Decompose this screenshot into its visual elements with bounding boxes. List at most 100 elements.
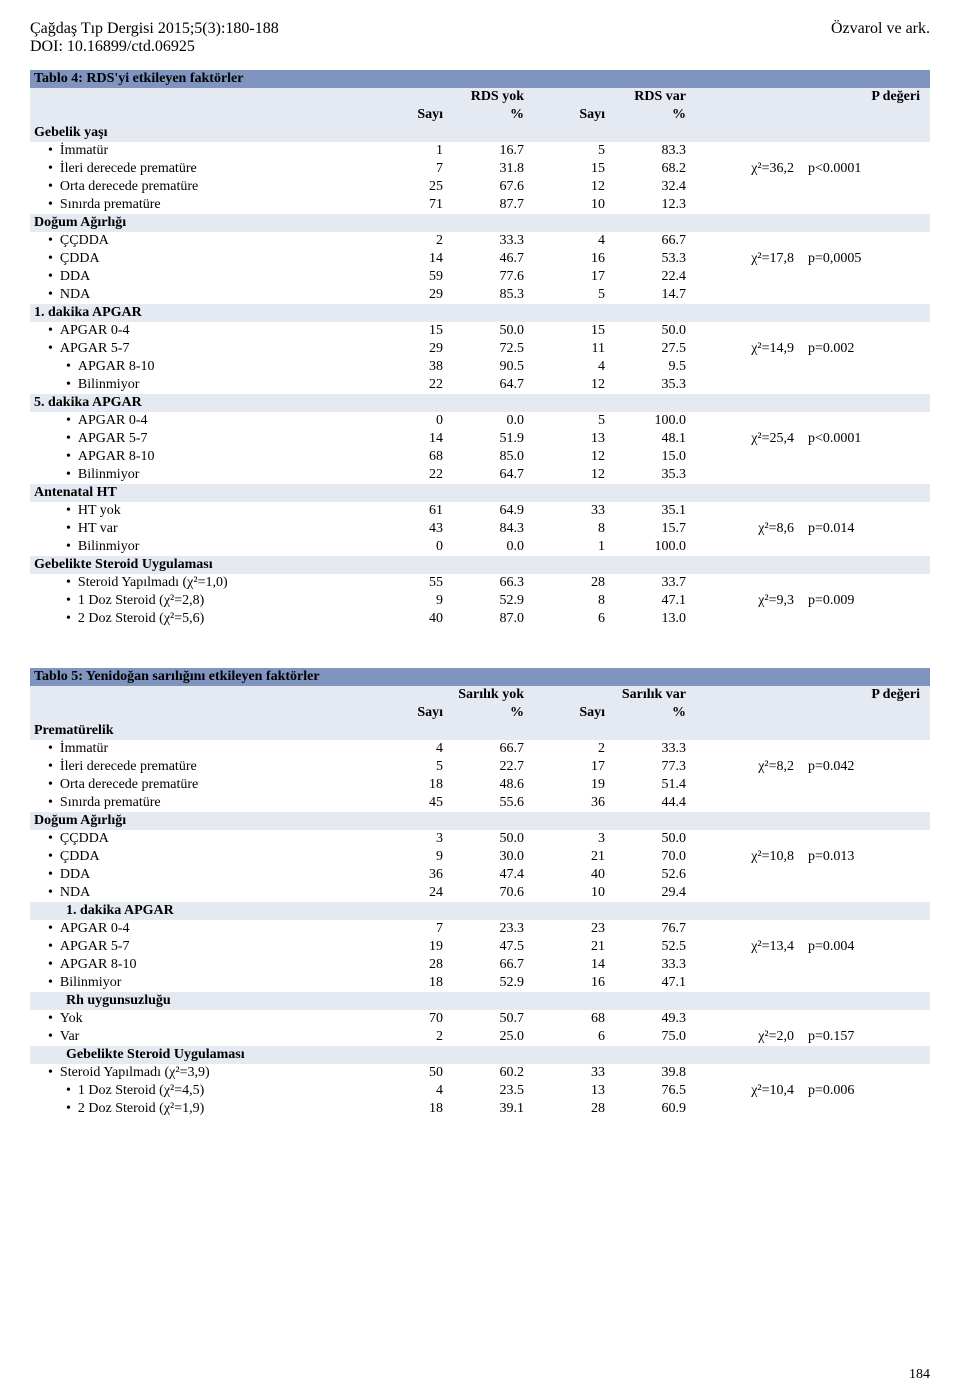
p-cell: p<0.0001 xyxy=(804,160,930,178)
section-row: Gebelikte Steroid Uygulaması xyxy=(30,1046,930,1064)
column-group-header: RDS var xyxy=(534,88,696,106)
data-cell: 27.5 xyxy=(615,340,696,358)
p-cell xyxy=(804,866,930,884)
data-cell: 90.5 xyxy=(453,358,534,376)
data-cell: 47.4 xyxy=(453,866,534,884)
data-cell: 28 xyxy=(534,1100,615,1118)
table-row: • APGAR 0-400.05100.0 xyxy=(30,412,930,430)
column-sub-header: % xyxy=(453,704,534,722)
chi-cell xyxy=(696,466,804,484)
table-row: • APGAR 5-71451.91348.1χ²=25,4p<0.0001 xyxy=(30,430,930,448)
chi-cell xyxy=(696,502,804,520)
row-label: • APGAR 5-7 xyxy=(30,340,372,358)
p-cell xyxy=(804,286,930,304)
row-label: • DDA xyxy=(30,268,372,286)
section-label: Doğum Ağırlığı xyxy=(30,214,930,232)
data-cell: 36 xyxy=(372,866,453,884)
data-cell: 50.7 xyxy=(453,1010,534,1028)
row-label: • Steroid Yapılmadı (χ²=3,9) xyxy=(30,1064,372,1082)
data-cell: 70.0 xyxy=(615,848,696,866)
table-title: Tablo 5: Yenidoğan sarılığını etkileyen … xyxy=(30,668,930,686)
data-cell: 35.3 xyxy=(615,376,696,394)
data-cell: 14 xyxy=(372,250,453,268)
row-label: • Bilinmiyor xyxy=(30,538,372,556)
table-row: • ÇDDA930.02170.0χ²=10,8p=0.013 xyxy=(30,848,930,866)
section-label: Antenatal HT xyxy=(30,484,930,502)
section-label: Gebelikte Steroid Uygulaması xyxy=(30,1046,930,1064)
data-cell: 12.3 xyxy=(615,196,696,214)
data-cell: 100.0 xyxy=(615,538,696,556)
table-row: • 1 Doz Steroid (χ²=2,8)952.9847.1χ²=9,3… xyxy=(30,592,930,610)
column-sub-header: Sayı xyxy=(372,704,453,722)
data-cell: 4 xyxy=(534,232,615,250)
chi-cell xyxy=(696,286,804,304)
data-cell: 22.7 xyxy=(453,758,534,776)
data-cell: 83.3 xyxy=(615,142,696,160)
data-cell: 49.3 xyxy=(615,1010,696,1028)
data-cell: 85.3 xyxy=(453,286,534,304)
column-sub-header: Sayı xyxy=(372,106,453,124)
data-cell: 23.3 xyxy=(453,920,534,938)
data-cell: 12 xyxy=(534,376,615,394)
data-cell: 16 xyxy=(534,974,615,992)
data-cell: 9.5 xyxy=(615,358,696,376)
table-row: • ÇÇDDA350.0350.0 xyxy=(30,830,930,848)
column-sub-header: Sayı xyxy=(534,106,615,124)
p-cell xyxy=(804,268,930,286)
chi-cell xyxy=(696,376,804,394)
row-label: • ÇÇDDA xyxy=(30,232,372,250)
p-cell: p<0.0001 xyxy=(804,430,930,448)
row-label: • 1 Doz Steroid (χ²=2,8) xyxy=(30,592,372,610)
row-label: • APGAR 8-10 xyxy=(30,448,372,466)
p-cell xyxy=(804,142,930,160)
column-group-header: P değeri xyxy=(696,686,930,704)
row-label: • Bilinmiyor xyxy=(30,376,372,394)
row-label: • İleri derecede prematüre xyxy=(30,160,372,178)
data-cell: 68 xyxy=(372,448,453,466)
column-sub-header: % xyxy=(615,704,696,722)
data-cell: 55 xyxy=(372,574,453,592)
chi-cell xyxy=(696,448,804,466)
table-row: • ÇDDA1446.71653.3χ²=17,8p=0,0005 xyxy=(30,250,930,268)
row-label: • ÇÇDDA xyxy=(30,830,372,848)
data-cell: 76.5 xyxy=(615,1082,696,1100)
data-cell: 40 xyxy=(534,866,615,884)
chi-cell: χ²=25,4 xyxy=(696,430,804,448)
table-row: • ÇÇDDA233.3466.7 xyxy=(30,232,930,250)
tables-container: Tablo 4: RDS'yi etkileyen faktörlerRDS y… xyxy=(30,70,930,1118)
chi-cell: χ²=17,8 xyxy=(696,250,804,268)
table-row: • Yok7050.76849.3 xyxy=(30,1010,930,1028)
data-cell: 13.0 xyxy=(615,610,696,628)
table-row: • 2 Doz Steroid (χ²=1,9)1839.12860.9 xyxy=(30,1100,930,1118)
p-cell: p=0.013 xyxy=(804,848,930,866)
row-label: • DDA xyxy=(30,866,372,884)
table-row: • Sınırda prematüre7187.71012.3 xyxy=(30,196,930,214)
data-cell: 64.7 xyxy=(453,376,534,394)
row-label: • APGAR 5-7 xyxy=(30,938,372,956)
column-sub-header: % xyxy=(615,106,696,124)
table-row: • Orta derecede prematüre2567.61232.4 xyxy=(30,178,930,196)
data-cell: 60.9 xyxy=(615,1100,696,1118)
p-cell xyxy=(804,884,930,902)
p-cell xyxy=(804,196,930,214)
data-cell: 66.7 xyxy=(453,740,534,758)
data-table: Tablo 4: RDS'yi etkileyen faktörlerRDS y… xyxy=(30,70,930,628)
table-row: • Bilinmiyor2264.71235.3 xyxy=(30,466,930,484)
data-cell: 39.8 xyxy=(615,1064,696,1082)
chi-cell xyxy=(696,358,804,376)
data-cell: 3 xyxy=(372,830,453,848)
data-cell: 10 xyxy=(534,196,615,214)
data-cell: 76.7 xyxy=(615,920,696,938)
data-cell: 22 xyxy=(372,466,453,484)
row-label: • APGAR 8-10 xyxy=(30,358,372,376)
data-cell: 5 xyxy=(534,142,615,160)
table-row: • Steroid Yapılmadı (χ²=1,0)5566.32833.7 xyxy=(30,574,930,592)
p-cell: p=0.042 xyxy=(804,758,930,776)
chi-cell xyxy=(696,866,804,884)
data-cell: 11 xyxy=(534,340,615,358)
data-cell: 18 xyxy=(372,974,453,992)
data-cell: 5 xyxy=(534,412,615,430)
table-row: • APGAR 0-4723.32376.7 xyxy=(30,920,930,938)
p-cell xyxy=(804,974,930,992)
section-label: Gebelikte Steroid Uygulaması xyxy=(30,556,930,574)
